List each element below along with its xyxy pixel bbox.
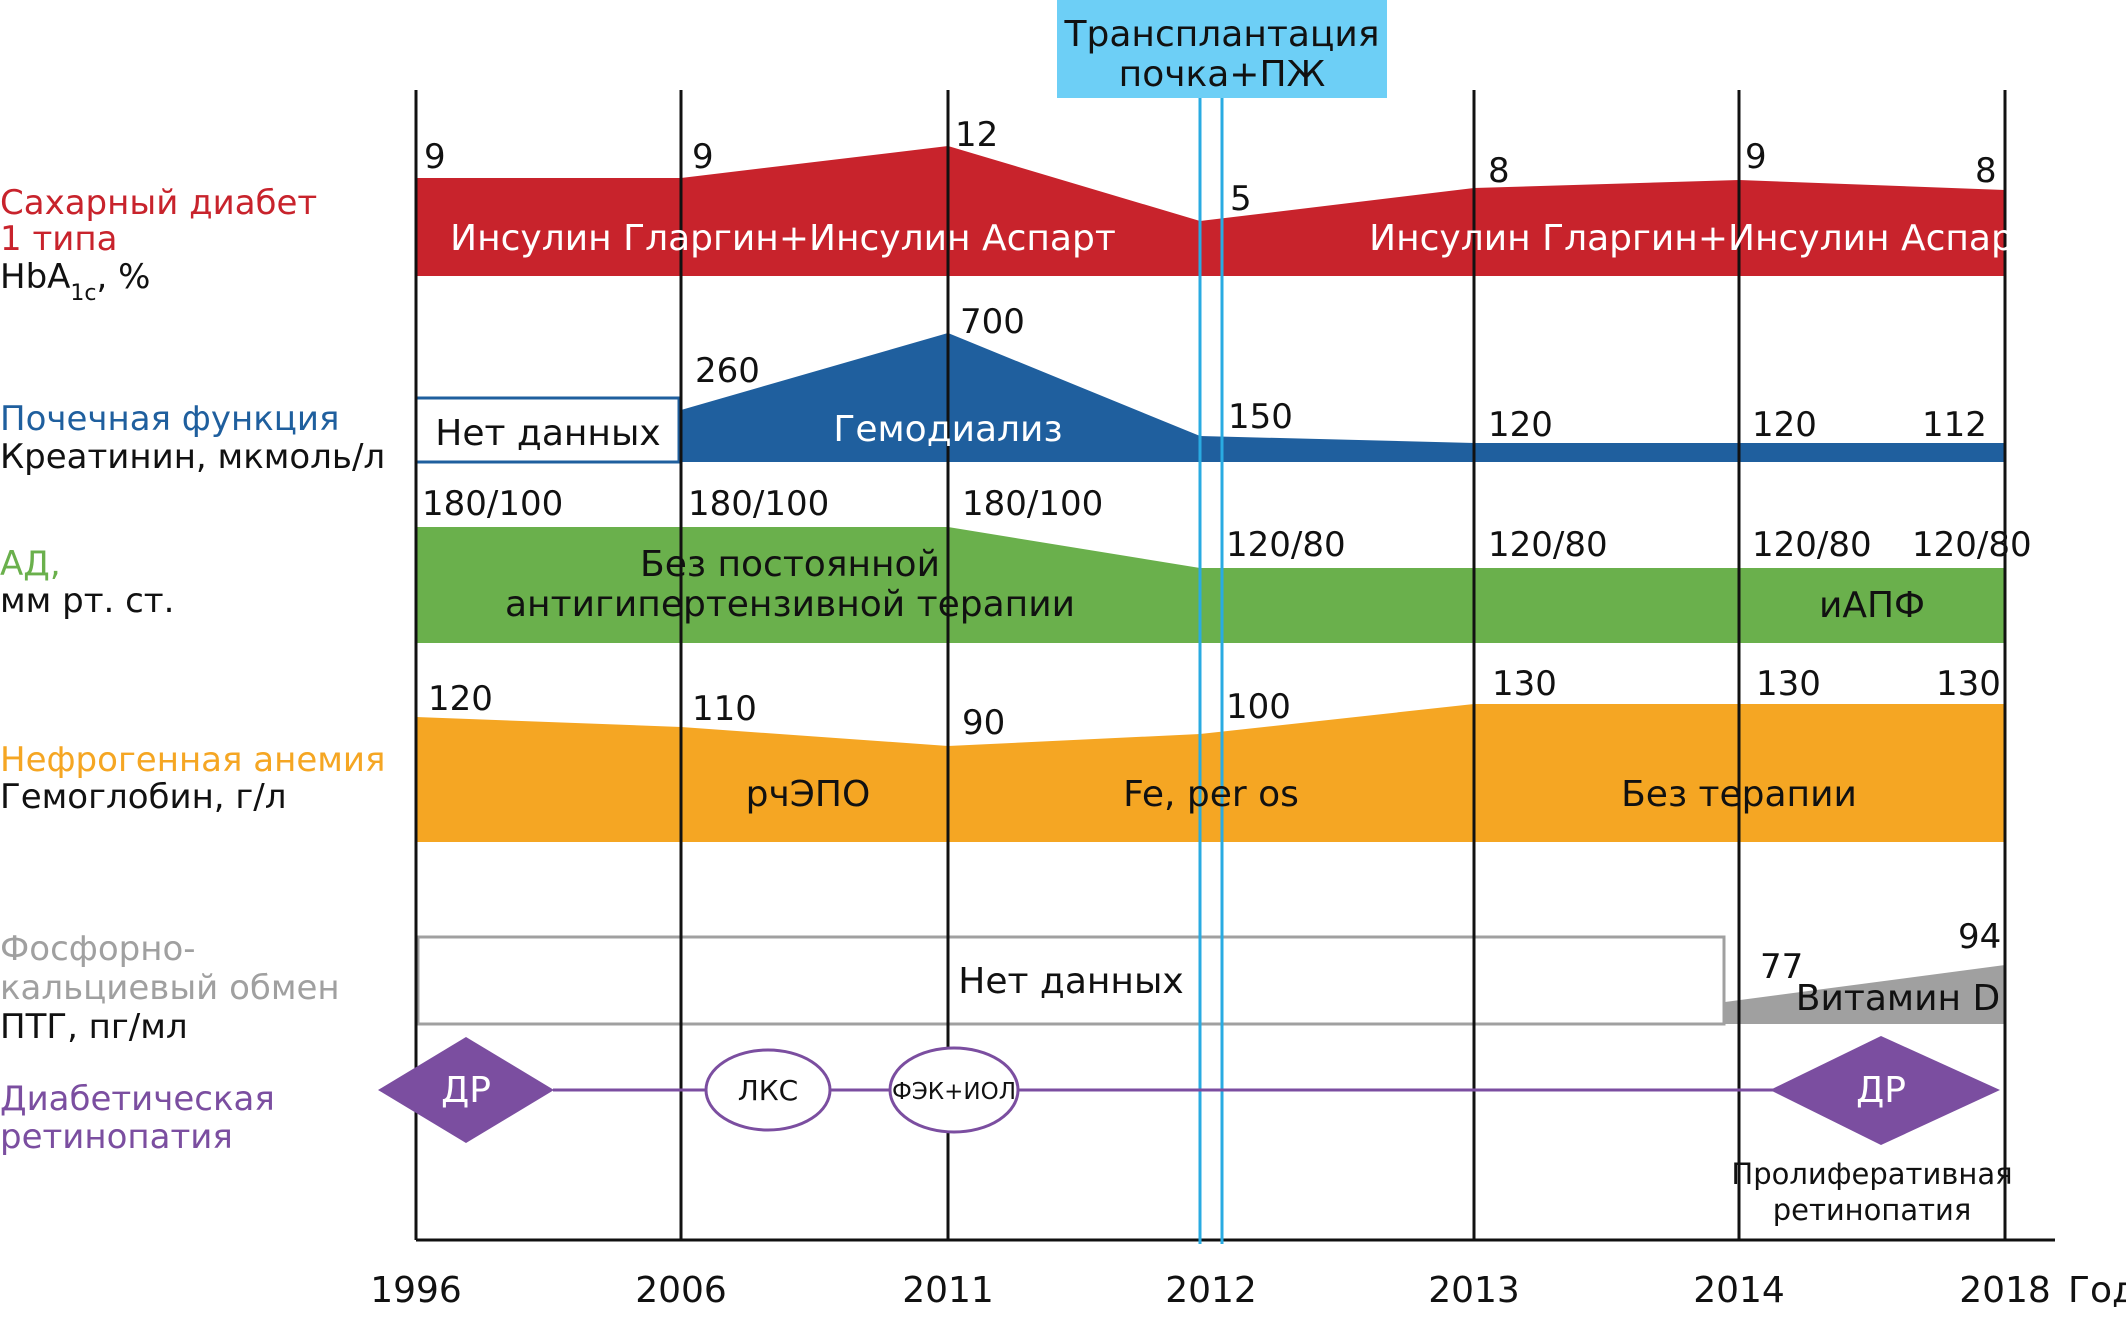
kidney-label-line1: Почечная функция <box>0 399 339 439</box>
phosphate-value-2018: 94 <box>1958 917 2001 957</box>
retinopathy-event-fek <box>888 1046 1020 1134</box>
bp-value-1996: 180/100 <box>422 484 563 524</box>
anemia-label-line1: Нефрогенная анемия <box>0 740 385 780</box>
anemia-therapy-1: рчЭПО <box>746 774 871 815</box>
anemia-value-2006: 110 <box>692 689 757 729</box>
bp-value-2011: 180/100 <box>962 484 1103 524</box>
retinopathy-label-line1: Диабетическая <box>0 1079 275 1119</box>
kidney-therapy: Гемодиализ <box>833 409 1062 450</box>
anemia-value-2018: 130 <box>1936 664 2001 704</box>
retinopathy-event-1-text: ДР <box>441 1070 491 1111</box>
anemia-value-2014: 130 <box>1756 664 1821 704</box>
year-label-2018: 2018 <box>1959 1270 2051 1311</box>
retinopathy-event-4-text: ДР <box>1856 1070 1906 1111</box>
anemia-value-2012: 100 <box>1226 687 1291 727</box>
retinopathy-label-line2: ретинопатия <box>0 1117 233 1157</box>
year-gridlines <box>414 90 2007 1240</box>
diabetes-band <box>416 146 2005 276</box>
diabetes-value-2018: 8 <box>1975 151 1997 191</box>
kidney-value-2018: 112 <box>1922 405 1987 445</box>
anemia-therapy-3: Без терапии <box>1621 774 1857 815</box>
phosphate-label-line1: Фосфорно- <box>0 929 196 969</box>
kidney-no-data-text: Нет данных <box>435 413 660 454</box>
kidney-value-2014: 120 <box>1752 405 1817 445</box>
year-label-2011: 2011 <box>902 1270 994 1311</box>
phosphate-value-2014: 77 <box>1760 947 1803 987</box>
retinopathy-note-line2: ретинопатия <box>1773 1193 1972 1227</box>
anemia-band <box>416 704 2005 842</box>
transplant-label-line1: Трансплантация <box>1064 14 1380 55</box>
phosphate-band <box>1725 965 2005 1024</box>
transplant-box <box>1057 0 1387 98</box>
diabetes-value-2012: 5 <box>1230 179 1252 219</box>
year-label-1996: 1996 <box>370 1270 462 1311</box>
bp-therapy-line2: антигипертензивной терапии <box>505 584 1075 625</box>
anemia-label-line2: Гемоглобин, г/л <box>0 777 286 817</box>
retinopathy-event-dr-2018 <box>1770 1036 2000 1145</box>
bp-value-2014: 120/80 <box>1752 525 1872 565</box>
bp-band <box>416 527 2005 643</box>
anemia-value-2011: 90 <box>962 703 1005 743</box>
diabetes-value-2011: 12 <box>955 115 998 155</box>
diabetes-value-2006: 9 <box>692 137 714 177</box>
retinopathy-note-line1: Пролиферативная <box>1731 1157 2012 1191</box>
diabetes-value-2014: 9 <box>1745 137 1767 177</box>
bp-value-2006: 180/100 <box>688 484 829 524</box>
kidney-value-2011: 700 <box>960 302 1025 342</box>
year-label-2013: 2013 <box>1428 1270 1520 1311</box>
kidney-no-data-box <box>414 396 681 464</box>
bp-value-2013: 120/80 <box>1488 525 1608 565</box>
bp-label-line1: АД, <box>0 544 61 584</box>
diabetes-value-2013: 8 <box>1488 151 1510 191</box>
diabetes-therapy-left: Инсулин Гларгин+Инсулин Аспарт <box>450 218 1116 259</box>
diabetes-metric-label: HbA1c, % <box>0 257 150 306</box>
kidney-value-2006: 260 <box>695 351 760 391</box>
bp-therapy-line1: Без постоянной <box>640 544 940 585</box>
phosphate-no-data-box <box>416 935 1726 1026</box>
bp-therapy-right: иАПФ <box>1819 585 1925 626</box>
phosphate-no-data-text: Нет данных <box>958 961 1183 1002</box>
retinopathy-event-3-text: ФЭК+ИОЛ <box>892 1079 1016 1105</box>
bp-label-line2: мм рт. ст. <box>0 581 174 621</box>
kidney-label-line2: Креатинин, мкмоль/л <box>0 437 385 477</box>
anemia-value-1996: 120 <box>428 679 493 719</box>
axis-unit-label: Год <box>2068 1270 2126 1311</box>
kidney-value-2012: 150 <box>1228 397 1293 437</box>
year-label-2014: 2014 <box>1693 1270 1785 1311</box>
transplant-label-line2: почка+ПЖ <box>1119 54 1326 95</box>
kidney-value-2013: 120 <box>1488 405 1553 445</box>
diabetes-value-1996: 9 <box>424 137 446 177</box>
phosphate-label-line2: кальциевый обмен <box>0 968 340 1008</box>
phosphate-therapy: Витамин D <box>1796 978 2000 1019</box>
kidney-band <box>681 333 2005 462</box>
bp-value-2018: 120/80 <box>1912 525 2032 565</box>
diabetes-label-line2: 1 типа <box>0 219 117 259</box>
diabetes-therapy-right: Инсулин Гларгин+Инсулин Аспарт <box>1369 218 2035 259</box>
diabetes-label-line1: Сахарный диабет <box>0 183 317 223</box>
transplant-lines <box>1198 96 1224 1244</box>
anemia-value-2013: 130 <box>1492 664 1557 704</box>
retinopathy-event-lks <box>704 1048 832 1132</box>
anemia-therapy-2: Fe, per os <box>1123 774 1299 815</box>
retinopathy-event-2-text: ЛКС <box>738 1074 798 1107</box>
year-label-2012: 2012 <box>1165 1270 1257 1311</box>
phosphate-label-line3: ПТГ, пг/мл <box>0 1007 188 1047</box>
bp-value-2012: 120/80 <box>1226 525 1346 565</box>
year-label-2006: 2006 <box>635 1270 727 1311</box>
retinopathy-event-dr-1996 <box>378 1037 554 1143</box>
